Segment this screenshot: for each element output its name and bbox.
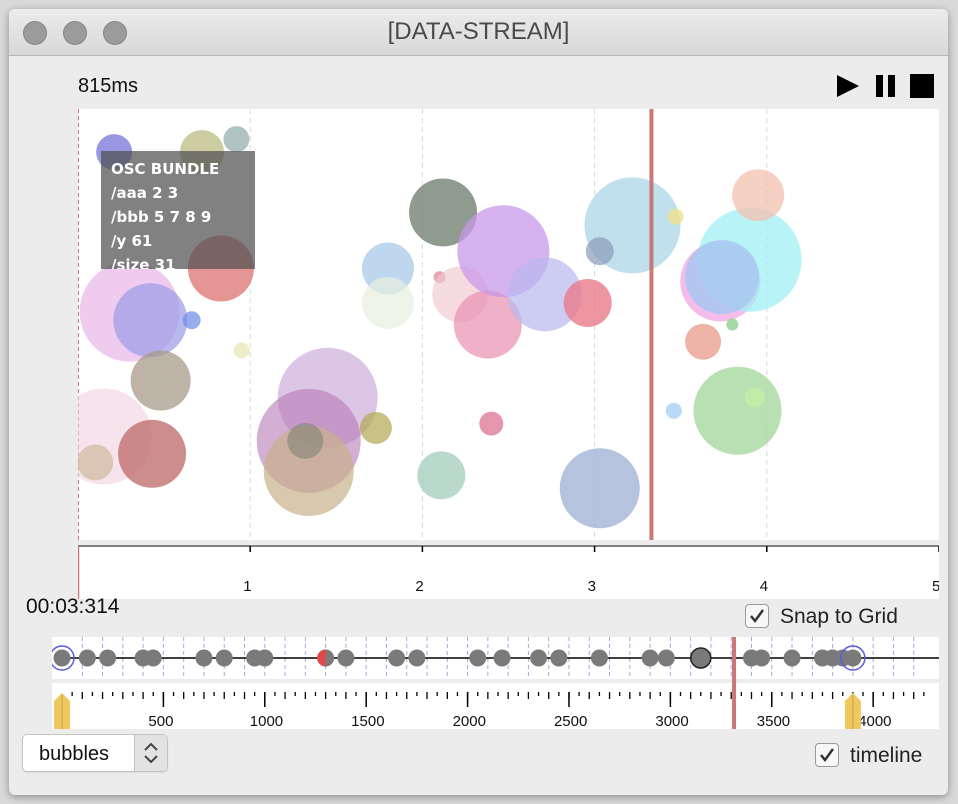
timeline-label: timeline [850, 744, 923, 767]
elapsed-time-label: 815ms [78, 75, 139, 97]
event-node[interactable] [844, 649, 862, 667]
event-node[interactable] [195, 649, 213, 667]
event-node[interactable] [215, 649, 233, 667]
active-event-half [317, 649, 326, 667]
bubble[interactable] [665, 402, 682, 419]
event-node[interactable] [690, 647, 712, 669]
x-tick-label: 3 [588, 578, 596, 595]
bubble[interactable] [453, 290, 522, 359]
snap-to-grid-label: Snap to Grid [780, 605, 898, 628]
x-tick-label: 1 [243, 578, 251, 595]
event-node[interactable] [469, 649, 487, 667]
checkmark-icon [820, 748, 835, 763]
event-node[interactable] [657, 649, 675, 667]
minimize-window-button[interactable] [63, 21, 87, 45]
x-tick-label: 2 [415, 578, 423, 595]
chevron-updown-icon [144, 742, 158, 764]
playback-clock: 00:03:314 [26, 595, 120, 618]
bubble[interactable] [559, 448, 640, 529]
event-node[interactable] [753, 649, 771, 667]
bubble[interactable] [667, 208, 684, 225]
snap-to-grid-checkbox[interactable] [745, 604, 769, 628]
title-bar[interactable]: [DATA-STREAM] [9, 9, 948, 56]
loop-marker[interactable] [52, 645, 75, 671]
bubble[interactable] [118, 419, 187, 488]
play-icon[interactable] [835, 73, 861, 99]
bubble[interactable] [685, 240, 760, 315]
mode-select[interactable]: bubbles [22, 734, 168, 772]
data-stream-window: [DATA-STREAM] 815ms 1 2 3 4 5 OSC BUNDLE /aa… [9, 9, 948, 795]
osc-tooltip-line: /size 31 [111, 256, 176, 269]
bubble[interactable] [563, 278, 612, 327]
zoom-window-button[interactable] [103, 21, 127, 45]
window-title: [DATA-STREAM] [387, 18, 570, 45]
event-node[interactable] [408, 649, 426, 667]
osc-tooltip-line: /bbb 5 7 8 9 [111, 208, 212, 226]
osc-bundle-tooltip: OSC BUNDLE /aaa 2 3 /bbb 5 7 8 9 /y 61 /… [101, 151, 255, 269]
osc-tooltip-line: OSC BUNDLE [111, 160, 220, 178]
bubble[interactable] [233, 342, 250, 359]
ruler-label: 3000 [655, 713, 688, 729]
loop-marker[interactable] [840, 645, 866, 671]
ruler-label: 4000 [858, 713, 891, 729]
bubble[interactable] [585, 237, 614, 266]
ruler-label: 1500 [351, 713, 384, 729]
event-node[interactable] [550, 649, 568, 667]
bubble[interactable] [78, 444, 114, 481]
bubble[interactable] [507, 257, 582, 332]
x-tick-label: 5 [932, 578, 939, 595]
event-node[interactable] [337, 649, 355, 667]
bubble[interactable] [287, 422, 324, 459]
pause-icon[interactable] [873, 73, 899, 99]
event-node[interactable] [590, 649, 608, 667]
event-node[interactable] [783, 649, 801, 667]
ruler-label: 3500 [757, 713, 790, 729]
bubble[interactable] [417, 451, 466, 500]
ruler[interactable] [52, 683, 939, 729]
event-node[interactable] [530, 649, 548, 667]
event-node[interactable] [493, 649, 511, 667]
timeline-checkbox[interactable] [815, 743, 839, 767]
bubble[interactable] [685, 323, 722, 360]
bubble[interactable] [409, 178, 478, 247]
ruler-label: 2500 [554, 713, 587, 729]
mode-select-value: bubbles [39, 743, 110, 765]
event-node[interactable] [78, 649, 96, 667]
ruler-label: 1000 [250, 713, 283, 729]
timeline-track[interactable]: 500 1000 1500 2000 2500 3000 3500 4000 [52, 637, 939, 729]
x-tick-label: 4 [760, 578, 768, 595]
bubble[interactable] [263, 426, 354, 517]
bubble[interactable] [732, 169, 785, 222]
bubble[interactable] [361, 276, 414, 329]
mode-select-stepper[interactable] [134, 735, 167, 771]
bubble[interactable] [359, 411, 392, 444]
ruler-label: 2000 [453, 713, 486, 729]
event-node[interactable] [388, 649, 406, 667]
bubble[interactable] [693, 366, 782, 455]
event-node[interactable] [641, 649, 659, 667]
x-axis-area [78, 545, 939, 599]
stop-icon[interactable] [909, 73, 935, 99]
event-node[interactable] [53, 649, 71, 667]
event-node[interactable] [256, 649, 274, 667]
osc-tooltip-line: /aaa 2 3 [111, 184, 179, 202]
bubble[interactable] [182, 311, 201, 330]
event-node[interactable] [99, 649, 117, 667]
bubble[interactable] [223, 126, 250, 153]
ruler-label: 500 [148, 713, 173, 729]
bubble[interactable] [479, 411, 504, 436]
bubble[interactable] [726, 318, 739, 331]
bubble[interactable] [744, 387, 765, 408]
bubble[interactable] [113, 283, 188, 358]
bubble[interactable] [130, 350, 191, 411]
checkmark-icon [750, 609, 765, 624]
close-window-button[interactable] [23, 21, 47, 45]
osc-tooltip-line: /y 61 [111, 232, 153, 250]
event-node[interactable] [144, 649, 162, 667]
